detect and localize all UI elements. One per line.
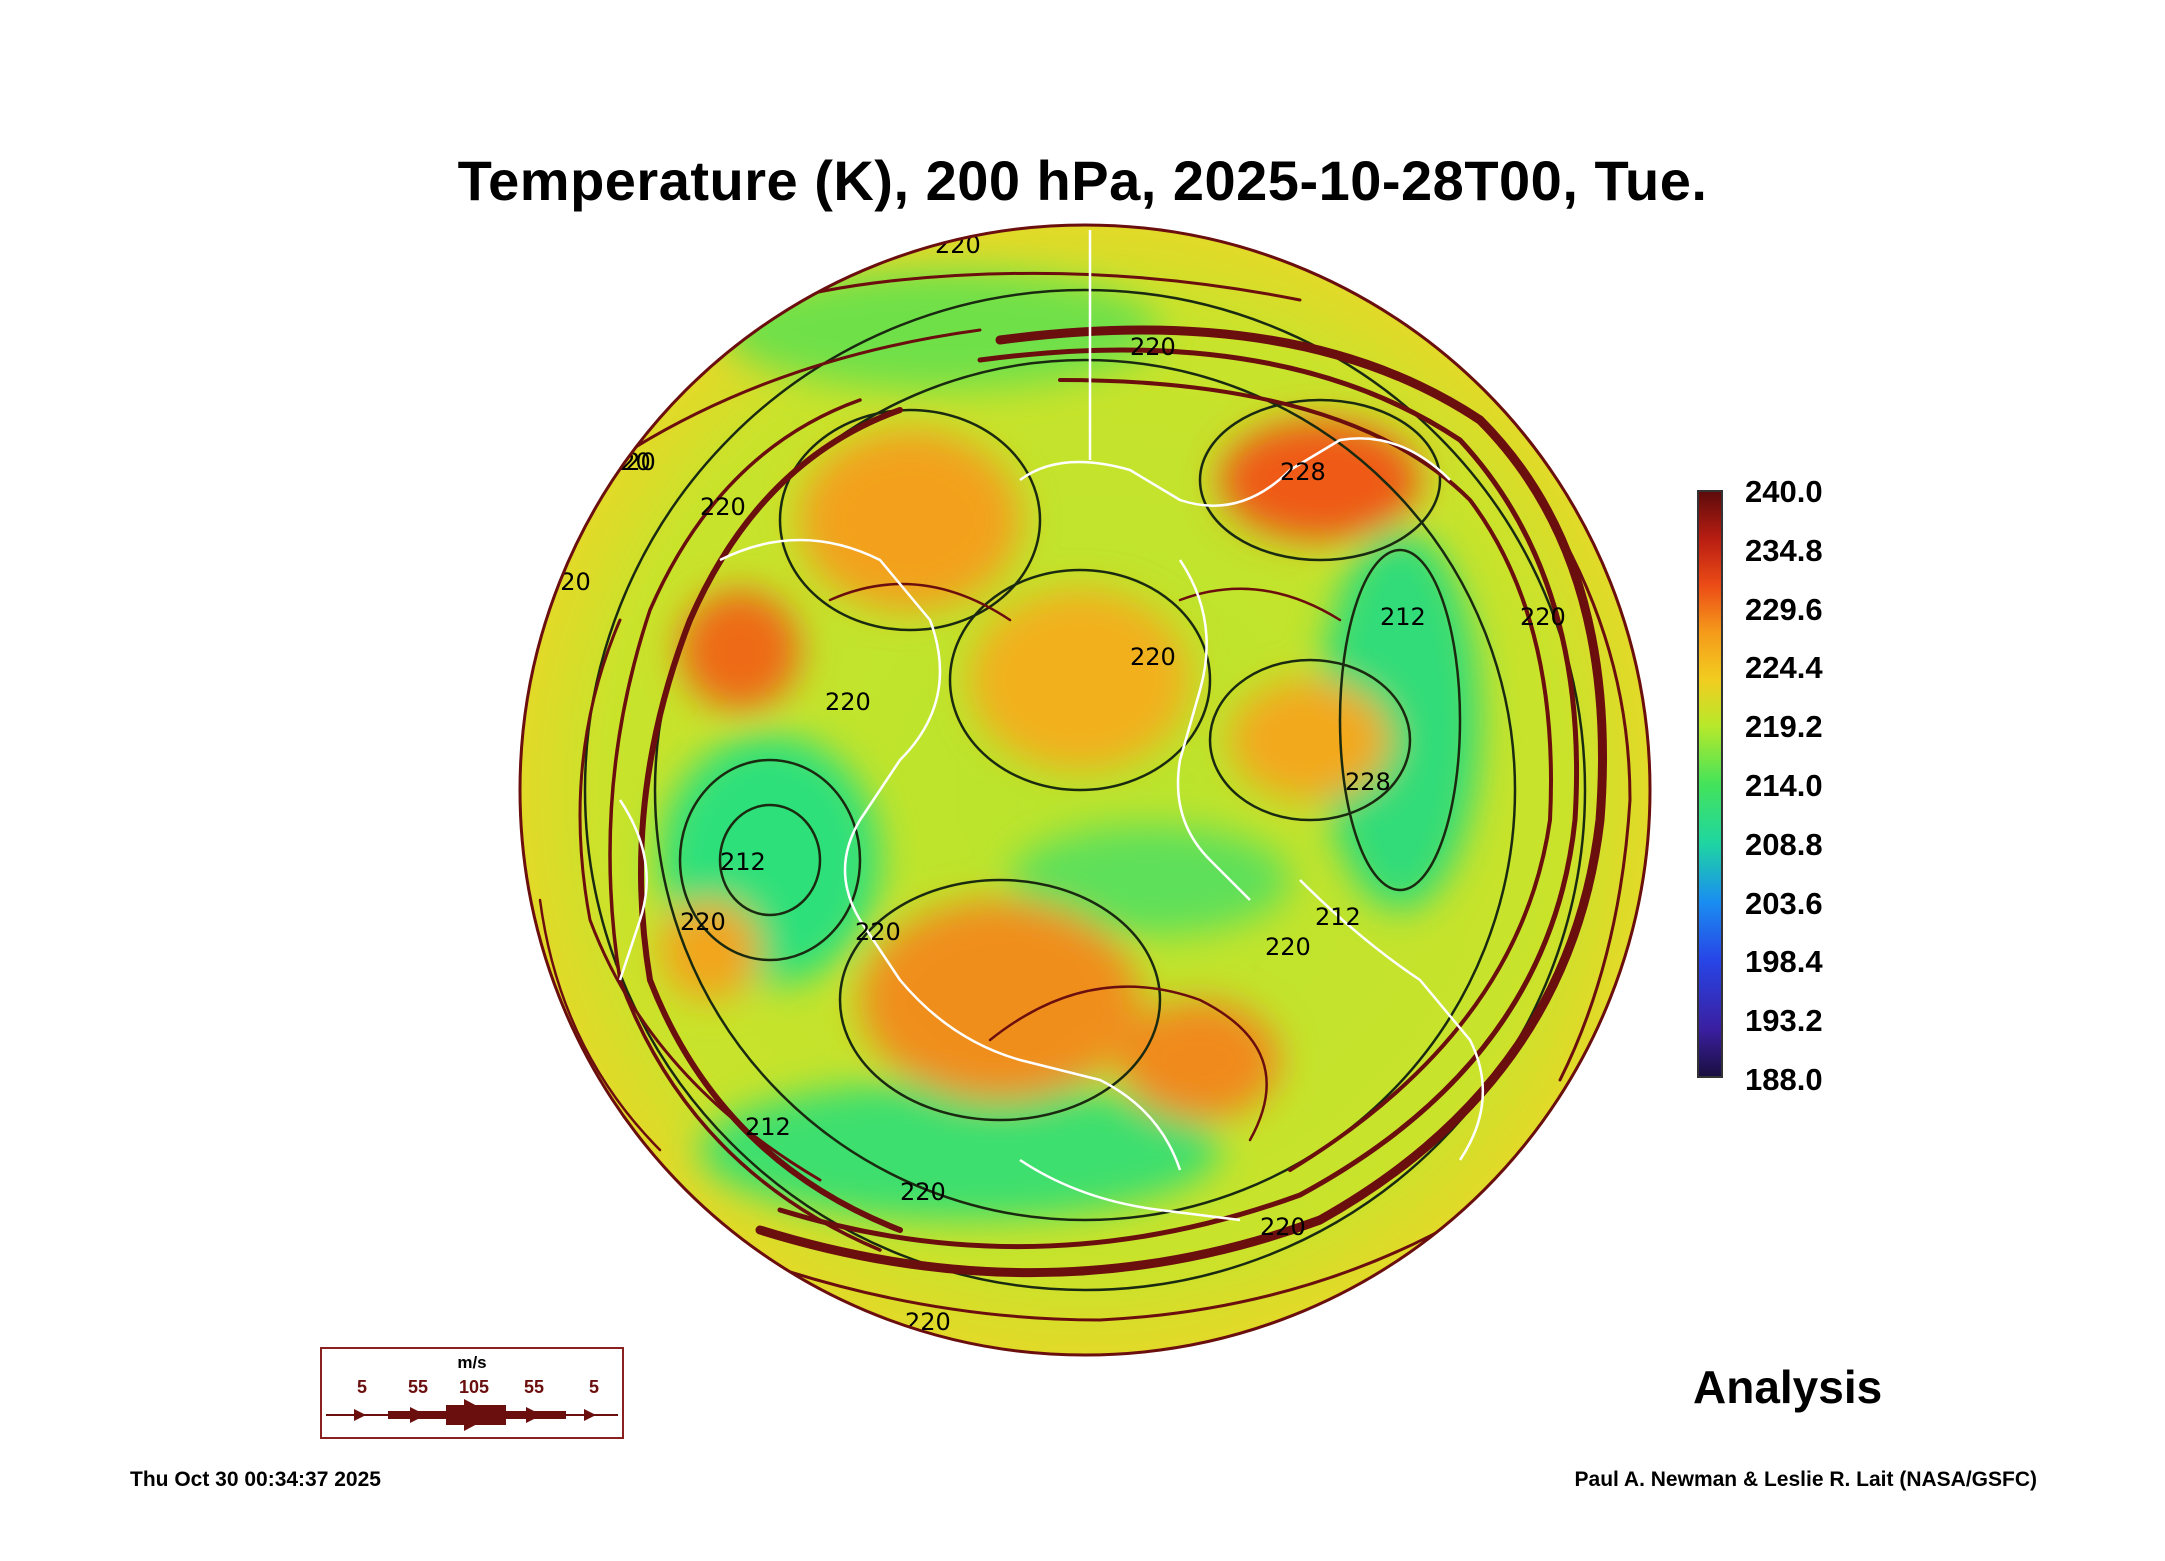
contour-label: 228	[1345, 768, 1391, 796]
colorbar-label: 224.4	[1745, 650, 1823, 685]
green-zone	[1320, 530, 1480, 910]
contour-label: 220	[855, 918, 901, 946]
colorbar-label: 240.0	[1745, 474, 1823, 509]
warm-zone	[970, 590, 1190, 770]
warm-zone	[1220, 420, 1420, 540]
contour-label: 212	[745, 1113, 791, 1141]
colorbar-label: 219.2	[1745, 709, 1823, 744]
warm-zone	[1120, 1000, 1280, 1120]
contour-label: 220	[825, 688, 871, 716]
warm-zone	[680, 590, 800, 710]
contour-label: 228	[1625, 613, 1671, 641]
colorbar-label: 193.2	[1745, 1003, 1823, 1038]
legend-arrow	[326, 1399, 618, 1431]
contour-label: 220	[1265, 933, 1311, 961]
contour-label: 220	[1130, 333, 1176, 361]
colorbar-label: 188.0	[1745, 1062, 1823, 1097]
contour-label: 220	[545, 568, 591, 596]
green-zone	[700, 1080, 1220, 1220]
analysis-label: Analysis	[1693, 1361, 1883, 1413]
warm-zone	[800, 430, 1020, 610]
contour-lines	[583, 288, 1587, 1292]
legend-value: 55	[407, 1377, 429, 1397]
credit-text: Paul A. Newman & Leslie R. Lait (NASA/GS…	[1574, 1468, 2037, 1491]
colorbar-label: 208.8	[1745, 827, 1823, 862]
contour-label: 228	[1280, 458, 1326, 486]
contour-label: 212	[1380, 603, 1426, 631]
contour-label: 220	[1260, 1213, 1306, 1241]
contour-label: 212	[720, 848, 766, 876]
colorbar-label: 229.6	[1745, 592, 1823, 627]
wind-speed-legend: m/s 5 55 105 55 5	[320, 1347, 624, 1439]
contour-label: 220	[680, 908, 726, 936]
legend-value: 5	[588, 1377, 600, 1397]
map-outline	[518, 223, 1652, 1357]
contour-label: 220	[1520, 603, 1566, 631]
legend-value: 105	[458, 1377, 490, 1397]
contour-label: 220	[700, 493, 746, 521]
legend-value: 55	[523, 1377, 545, 1397]
warm-zone	[1230, 680, 1390, 800]
warm-zone	[860, 900, 1140, 1100]
legend-value: 5	[356, 1377, 368, 1397]
coastlines	[618, 230, 1485, 1222]
colorbar-label: 234.8	[1745, 533, 1823, 568]
green-zone	[1010, 825, 1290, 935]
colorbar-label: 198.4	[1745, 944, 1823, 979]
contour-label: 212	[1315, 903, 1361, 931]
colorbar	[1697, 490, 1723, 1078]
legend-unit: m/s	[457, 1353, 487, 1372]
timestamp: Thu Oct 30 00:34:37 2025	[130, 1468, 381, 1491]
warm-zone	[660, 900, 760, 1000]
colorbar-label: 203.6	[1745, 886, 1823, 921]
contour-label: 220	[900, 1178, 946, 1206]
contour-label: 220	[1130, 643, 1176, 671]
chart-title: Temperature (K), 200 hPa, 2025-10-28T00,…	[457, 149, 1708, 212]
colorbar-label: 214.0	[1745, 768, 1823, 803]
